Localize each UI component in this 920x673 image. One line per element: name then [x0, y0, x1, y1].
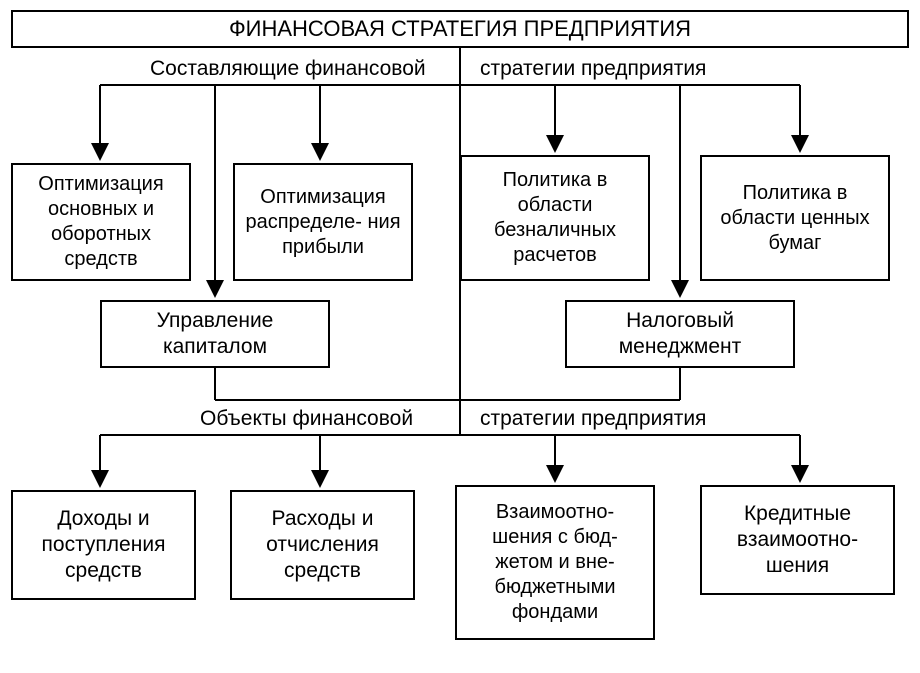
node-income: Доходы и поступления средств	[11, 490, 196, 600]
node-tax-management: Налоговый менеджмент	[565, 300, 795, 368]
node-text: Оптимизация основных и оборотных средств	[19, 172, 183, 272]
node-text: Оптимизация распределе- ния прибыли	[241, 185, 405, 260]
node-optimize-assets: Оптимизация основных и оборотных средств	[11, 163, 191, 281]
title-box: ФИНАНСОВАЯ СТРАТЕГИЯ ПРЕДПРИЯТИЯ	[11, 10, 909, 48]
node-text: Кредитные взаимоотно- шения	[708, 501, 887, 580]
node-optimize-profit: Оптимизация распределе- ния прибыли	[233, 163, 413, 281]
node-credit-relations: Кредитные взаимоотно- шения	[700, 485, 895, 595]
node-text: Расходы и отчисления средств	[238, 506, 407, 585]
node-budget-relations: Взаимоотно- шения с бюд- жетом и вне- бю…	[455, 485, 655, 640]
node-text: Управление капиталом	[108, 308, 322, 361]
label-objects-right: стратегии предприятия	[480, 407, 706, 431]
node-policy-securities: Политика в области ценных бумаг	[700, 155, 890, 281]
node-text: Доходы и поступления средств	[19, 506, 188, 585]
node-text: Политика в области безналичных расчетов	[468, 168, 642, 268]
node-text: Налоговый менеджмент	[573, 308, 787, 361]
node-expenses: Расходы и отчисления средств	[230, 490, 415, 600]
label-components-right: стратегии предприятия	[480, 57, 706, 81]
node-text: Взаимоотно- шения с бюд- жетом и вне- бю…	[463, 500, 647, 625]
node-policy-cashless: Политика в области безналичных расчетов	[460, 155, 650, 281]
node-capital-management: Управление капиталом	[100, 300, 330, 368]
title-text: ФИНАНСОВАЯ СТРАТЕГИЯ ПРЕДПРИЯТИЯ	[229, 15, 691, 43]
label-objects-left: Объекты финансовой	[200, 407, 413, 431]
node-text: Политика в области ценных бумаг	[708, 181, 882, 256]
label-components-left: Составляющие финансовой	[150, 57, 426, 81]
